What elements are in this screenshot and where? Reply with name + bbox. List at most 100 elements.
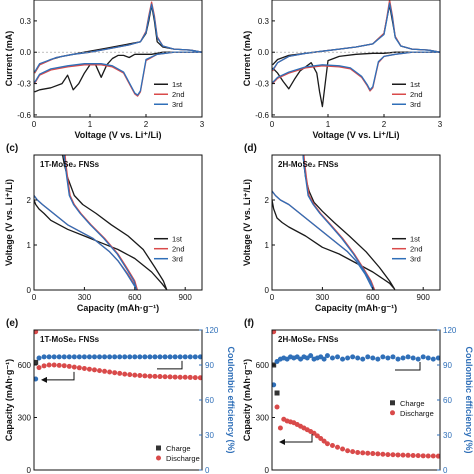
panel-a: 0 1 2 3 0.3 0.0 -0.3 -0.6 Voltage (V vs. Li⁺/Li)… bbox=[4, 0, 205, 140]
y-right-tick-label: 120 bbox=[205, 326, 219, 335]
data-point-f-discharge bbox=[375, 451, 381, 457]
data-point-e-coulombic-efficiency bbox=[51, 354, 57, 360]
data-point-e-discharge bbox=[147, 373, 153, 379]
y-tick-label: 1 bbox=[27, 241, 32, 250]
data-point-f-coulombic-efficiency bbox=[420, 354, 426, 360]
y-tick-label: 0 bbox=[27, 466, 32, 474]
data-point-e-coulombic-efficiency bbox=[157, 354, 163, 360]
y-right-tick-label: 60 bbox=[443, 396, 452, 405]
panel-e: 0 300 600 0 30 60 90 120 Coulombic efficiency (%… bbox=[4, 318, 236, 474]
data-point-e-coulombic-efficiency bbox=[46, 354, 52, 360]
data-point-f-coulombic-efficiency bbox=[345, 355, 351, 361]
arrow-right-axis bbox=[395, 362, 421, 371]
data-point-f-discharge bbox=[318, 436, 324, 441]
x-tick-label: 300 bbox=[78, 293, 92, 302]
x-axis-label: Capacity (mAh·g⁻¹) bbox=[77, 303, 159, 313]
series-group-e bbox=[34, 330, 202, 382]
panel-f: 0 300 600 0 30 60 90 120 Coulombic efficiency (%… bbox=[242, 318, 474, 474]
data-point-e-discharge bbox=[56, 362, 62, 368]
plot-frame-b bbox=[271, 0, 441, 118]
data-point-e-coulombic-efficiency bbox=[132, 354, 138, 360]
series-line-d-2nd bbox=[272, 155, 376, 290]
data-point-f-coulombic-efficiency bbox=[395, 356, 401, 362]
data-point-e-coulombic-efficiency bbox=[34, 376, 39, 382]
x-tick-label: 2 bbox=[382, 120, 387, 129]
data-point-f-coulombic-efficiency bbox=[380, 354, 386, 360]
y-right-tick-label: 30 bbox=[443, 431, 452, 440]
data-point-e-discharge bbox=[152, 373, 158, 379]
x-tick-label: 600 bbox=[366, 293, 380, 302]
data-point-f-coulombic-efficiency bbox=[375, 356, 381, 362]
data-point-e-discharge bbox=[172, 374, 178, 380]
data-point-f-coulombic-efficiency bbox=[370, 355, 376, 361]
data-point-f-coulombic-efficiency bbox=[415, 356, 421, 362]
data-point-e-coulombic-efficiency bbox=[97, 354, 103, 360]
x-tick-label: 0 bbox=[270, 120, 275, 129]
y-axis-label: Capacity (mAh·g⁻¹) bbox=[242, 359, 252, 441]
panel-label: (d) bbox=[244, 143, 257, 154]
data-point-e-coulombic-efficiency bbox=[36, 355, 42, 361]
data-point-e-coulombic-efficiency bbox=[182, 354, 188, 360]
data-point-f-coulombic-efficiency bbox=[410, 355, 416, 361]
panel-c: 0 300 600 900 0 1 2 Capacity (mAh·g⁻¹) Voltage (… bbox=[4, 143, 203, 313]
data-point-e-coulombic-efficiency bbox=[142, 354, 148, 360]
data-point-f-discharge bbox=[321, 438, 327, 444]
data-point-f-coulombic-efficiency bbox=[360, 356, 366, 362]
arrow-left-axis bbox=[41, 371, 75, 383]
data-point-f-discharge bbox=[360, 450, 366, 456]
data-point-e-discharge bbox=[86, 366, 92, 372]
y-tick-label: 600 bbox=[256, 361, 270, 370]
data-point-f-charge bbox=[274, 390, 280, 396]
data-point-f-discharge bbox=[314, 433, 320, 439]
y-tick-label: 300 bbox=[18, 414, 32, 423]
data-point-f-coulombic-efficiency bbox=[350, 354, 356, 360]
series-group-f bbox=[272, 330, 440, 459]
series-line-b-3rd bbox=[272, 2, 440, 91]
data-point-e-discharge bbox=[167, 374, 173, 380]
panel-title: 2H-MoSe₂ FNSs bbox=[278, 335, 339, 344]
data-point-e-coulombic-efficiency bbox=[107, 354, 113, 360]
data-point-f-discharge bbox=[274, 404, 280, 410]
series-line-d-3rd bbox=[272, 155, 375, 290]
data-point-e-discharge bbox=[197, 375, 202, 381]
plot-frame-a bbox=[33, 0, 203, 118]
data-point-e-coulombic-efficiency bbox=[167, 354, 173, 360]
data-point-e-coulombic-efficiency bbox=[137, 354, 143, 360]
series-group-c bbox=[34, 155, 168, 290]
data-point-f-coulombic-efficiency bbox=[329, 355, 335, 361]
data-point-f-coulombic-efficiency bbox=[321, 356, 327, 362]
legend-label: 3rd bbox=[172, 100, 183, 109]
data-point-f-discharge bbox=[420, 453, 426, 459]
series-line-b-2nd bbox=[272, 0, 440, 92]
data-point-e-discharge bbox=[137, 373, 143, 378]
legend-swatch bbox=[390, 410, 395, 416]
x-tick-label: 3 bbox=[200, 120, 205, 129]
panel-title: 1T-MoSe₂ FNSs bbox=[40, 335, 100, 344]
data-point-e-coulombic-efficiency bbox=[56, 354, 62, 360]
y-right-tick-label: 0 bbox=[443, 466, 448, 474]
y-axis-label: Current (mA) bbox=[242, 31, 252, 87]
y-right-axis-label: Coulombic efficiency (%) bbox=[226, 346, 236, 453]
legend-label: Charge bbox=[166, 444, 191, 453]
panel-b: 0 1 2 3 0.3 0.0 -0.3 -0.6 Voltage (V vs. Li⁺/Li)… bbox=[242, 0, 443, 140]
series-line-c-1st bbox=[34, 155, 168, 290]
x-tick-label: 3 bbox=[438, 120, 443, 129]
y-axis-label: Capacity (mAh·g⁻¹) bbox=[4, 359, 14, 441]
data-point-f-discharge bbox=[335, 444, 341, 450]
data-point-e-coulombic-efficiency bbox=[122, 354, 128, 360]
data-point-e-coulombic-efficiency bbox=[112, 354, 118, 360]
x-tick-label: 600 bbox=[128, 293, 142, 302]
data-point-f-coulombic-efficiency bbox=[385, 355, 391, 361]
legend-label: 1st bbox=[172, 235, 183, 244]
legend-label: Discharge bbox=[166, 454, 200, 463]
data-point-f-discharge bbox=[350, 449, 356, 455]
panel-d: 0 300 600 900 0 1 2 Capacity (mAh·g⁻¹) Voltage (… bbox=[242, 143, 441, 313]
legend-label: 1st bbox=[172, 80, 183, 89]
data-point-f-discharge bbox=[272, 330, 277, 335]
data-point-e-discharge bbox=[34, 330, 39, 335]
data-point-f-discharge bbox=[355, 450, 361, 455]
data-point-e-discharge bbox=[177, 374, 183, 380]
data-point-e-discharge bbox=[127, 372, 133, 378]
x-tick-label: 900 bbox=[417, 293, 431, 302]
legend-label: 2nd bbox=[172, 245, 185, 254]
